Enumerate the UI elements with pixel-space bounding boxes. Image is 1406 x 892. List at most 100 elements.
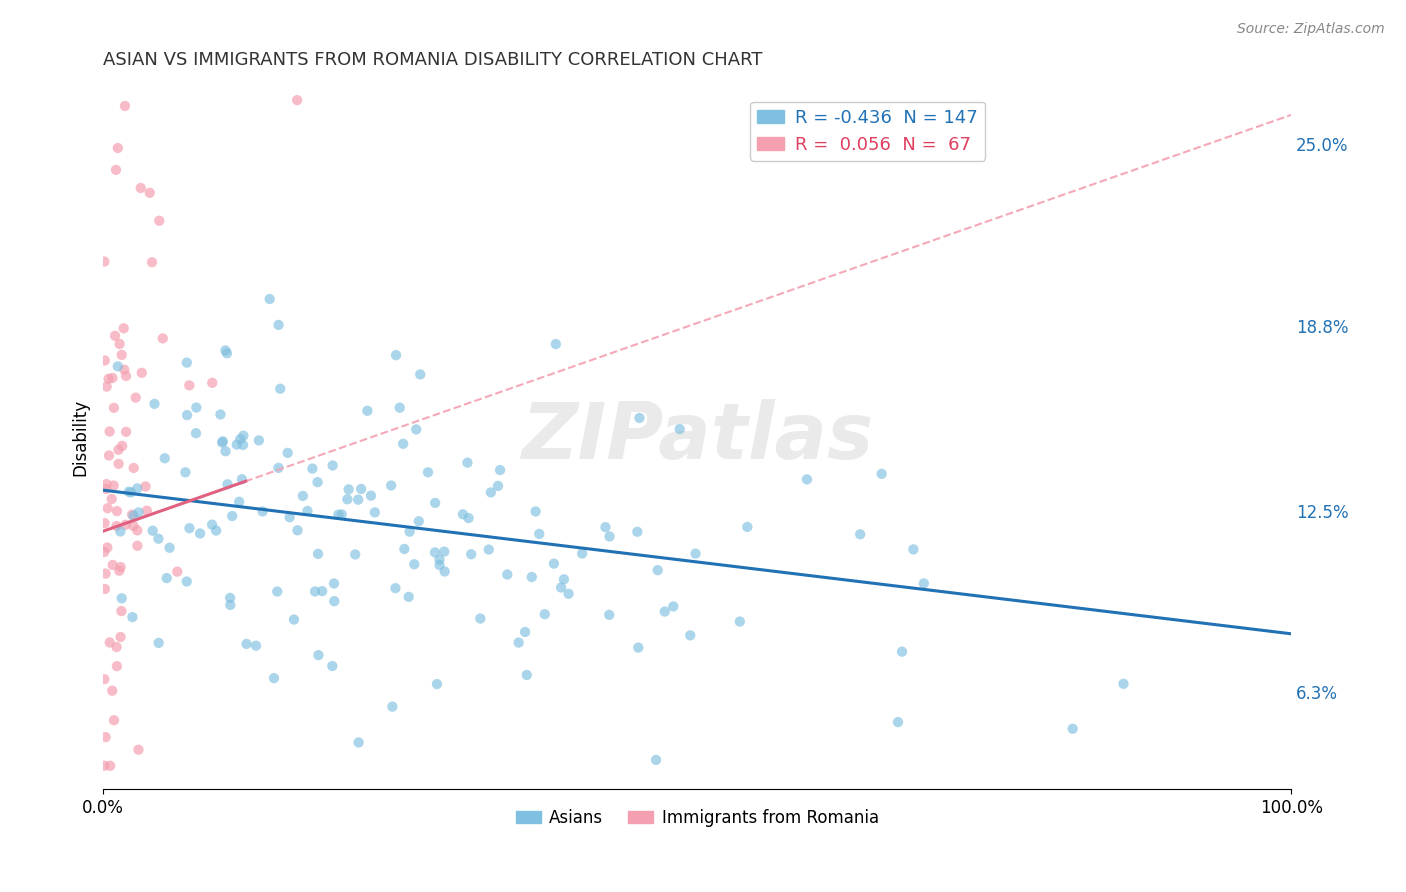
Asians bbox=[111, 591, 134, 606]
Immigrants from Romania bbox=[101, 558, 124, 572]
Asians bbox=[328, 508, 350, 522]
Asians bbox=[215, 346, 238, 360]
Immigrants from Romania bbox=[112, 362, 135, 376]
Asians bbox=[429, 552, 451, 566]
Asians bbox=[148, 636, 170, 650]
Asians bbox=[347, 492, 370, 507]
Asians bbox=[159, 541, 181, 555]
Asians bbox=[232, 428, 254, 442]
Y-axis label: Disability: Disability bbox=[72, 399, 89, 476]
Asians bbox=[470, 611, 492, 625]
Immigrants from Romania bbox=[93, 545, 115, 559]
Immigrants from Romania bbox=[103, 478, 125, 492]
Immigrants from Romania bbox=[285, 93, 308, 107]
Asians bbox=[460, 547, 482, 561]
Asians bbox=[457, 511, 479, 525]
Immigrants from Romania bbox=[96, 541, 118, 555]
Immigrants from Romania bbox=[93, 758, 115, 772]
Asians bbox=[148, 532, 170, 546]
Asians bbox=[544, 337, 567, 351]
Immigrants from Romania bbox=[114, 517, 136, 532]
Asians bbox=[122, 508, 145, 523]
Asians bbox=[219, 598, 242, 612]
Immigrants from Romania bbox=[98, 758, 121, 772]
Asians bbox=[520, 570, 543, 584]
Asians bbox=[478, 542, 501, 557]
Asians bbox=[595, 520, 617, 534]
Asians bbox=[347, 735, 370, 749]
Asians bbox=[212, 434, 235, 449]
Immigrants from Romania bbox=[94, 353, 117, 368]
Immigrants from Romania bbox=[105, 504, 128, 518]
Asians bbox=[221, 509, 243, 524]
Immigrants from Romania bbox=[101, 683, 124, 698]
Asians bbox=[479, 485, 502, 500]
Asians bbox=[654, 605, 676, 619]
Asians bbox=[350, 482, 373, 496]
Immigrants from Romania bbox=[93, 254, 115, 268]
Asians bbox=[336, 492, 359, 507]
Asians bbox=[304, 584, 326, 599]
Asians bbox=[394, 541, 416, 556]
Immigrants from Romania bbox=[112, 321, 135, 335]
Immigrants from Romania bbox=[101, 371, 124, 385]
Asians bbox=[423, 545, 446, 559]
Immigrants from Romania bbox=[127, 742, 149, 756]
Asians bbox=[156, 571, 179, 585]
Asians bbox=[679, 628, 702, 642]
Asians bbox=[283, 613, 305, 627]
Asians bbox=[228, 494, 250, 508]
Asians bbox=[557, 587, 579, 601]
Text: ZIPatlas: ZIPatlas bbox=[522, 400, 873, 475]
Immigrants from Romania bbox=[115, 425, 138, 439]
Asians bbox=[662, 599, 685, 614]
Asians bbox=[186, 401, 208, 415]
Asians bbox=[322, 458, 344, 473]
Asians bbox=[423, 496, 446, 510]
Immigrants from Romania bbox=[108, 337, 131, 351]
Asians bbox=[381, 699, 404, 714]
Asians bbox=[179, 521, 201, 535]
Immigrants from Romania bbox=[98, 449, 121, 463]
Asians bbox=[451, 508, 474, 522]
Asians bbox=[891, 645, 914, 659]
Immigrants from Romania bbox=[97, 501, 120, 516]
Immigrants from Romania bbox=[105, 640, 128, 654]
Asians bbox=[571, 547, 593, 561]
Asians bbox=[405, 422, 427, 436]
Immigrants from Romania bbox=[105, 659, 128, 673]
Asians bbox=[356, 404, 378, 418]
Asians bbox=[426, 677, 449, 691]
Asians bbox=[524, 504, 547, 518]
Asians bbox=[229, 432, 252, 446]
Asians bbox=[176, 408, 198, 422]
Asians bbox=[127, 482, 149, 496]
Asians bbox=[737, 520, 759, 534]
Asians bbox=[232, 438, 254, 452]
Asians bbox=[211, 435, 233, 450]
Text: Source: ZipAtlas.com: Source: ZipAtlas.com bbox=[1237, 22, 1385, 37]
Asians bbox=[153, 451, 176, 466]
Immigrants from Romania bbox=[104, 328, 127, 343]
Asians bbox=[307, 648, 329, 662]
Asians bbox=[392, 437, 415, 451]
Asians bbox=[543, 557, 565, 571]
Asians bbox=[321, 659, 343, 673]
Asians bbox=[311, 584, 333, 599]
Immigrants from Romania bbox=[122, 461, 145, 475]
Immigrants from Romania bbox=[110, 604, 132, 618]
Asians bbox=[626, 524, 648, 539]
Asians bbox=[668, 422, 690, 436]
Immigrants from Romania bbox=[110, 630, 132, 644]
Asians bbox=[323, 594, 346, 608]
Immigrants from Romania bbox=[131, 366, 153, 380]
Asians bbox=[409, 368, 432, 382]
Immigrants from Romania bbox=[96, 477, 118, 491]
Immigrants from Romania bbox=[98, 635, 121, 649]
Immigrants from Romania bbox=[111, 348, 134, 362]
Asians bbox=[685, 547, 707, 561]
Asians bbox=[188, 526, 211, 541]
Immigrants from Romania bbox=[94, 730, 117, 744]
Immigrants from Romania bbox=[179, 378, 201, 392]
Asians bbox=[364, 505, 387, 519]
